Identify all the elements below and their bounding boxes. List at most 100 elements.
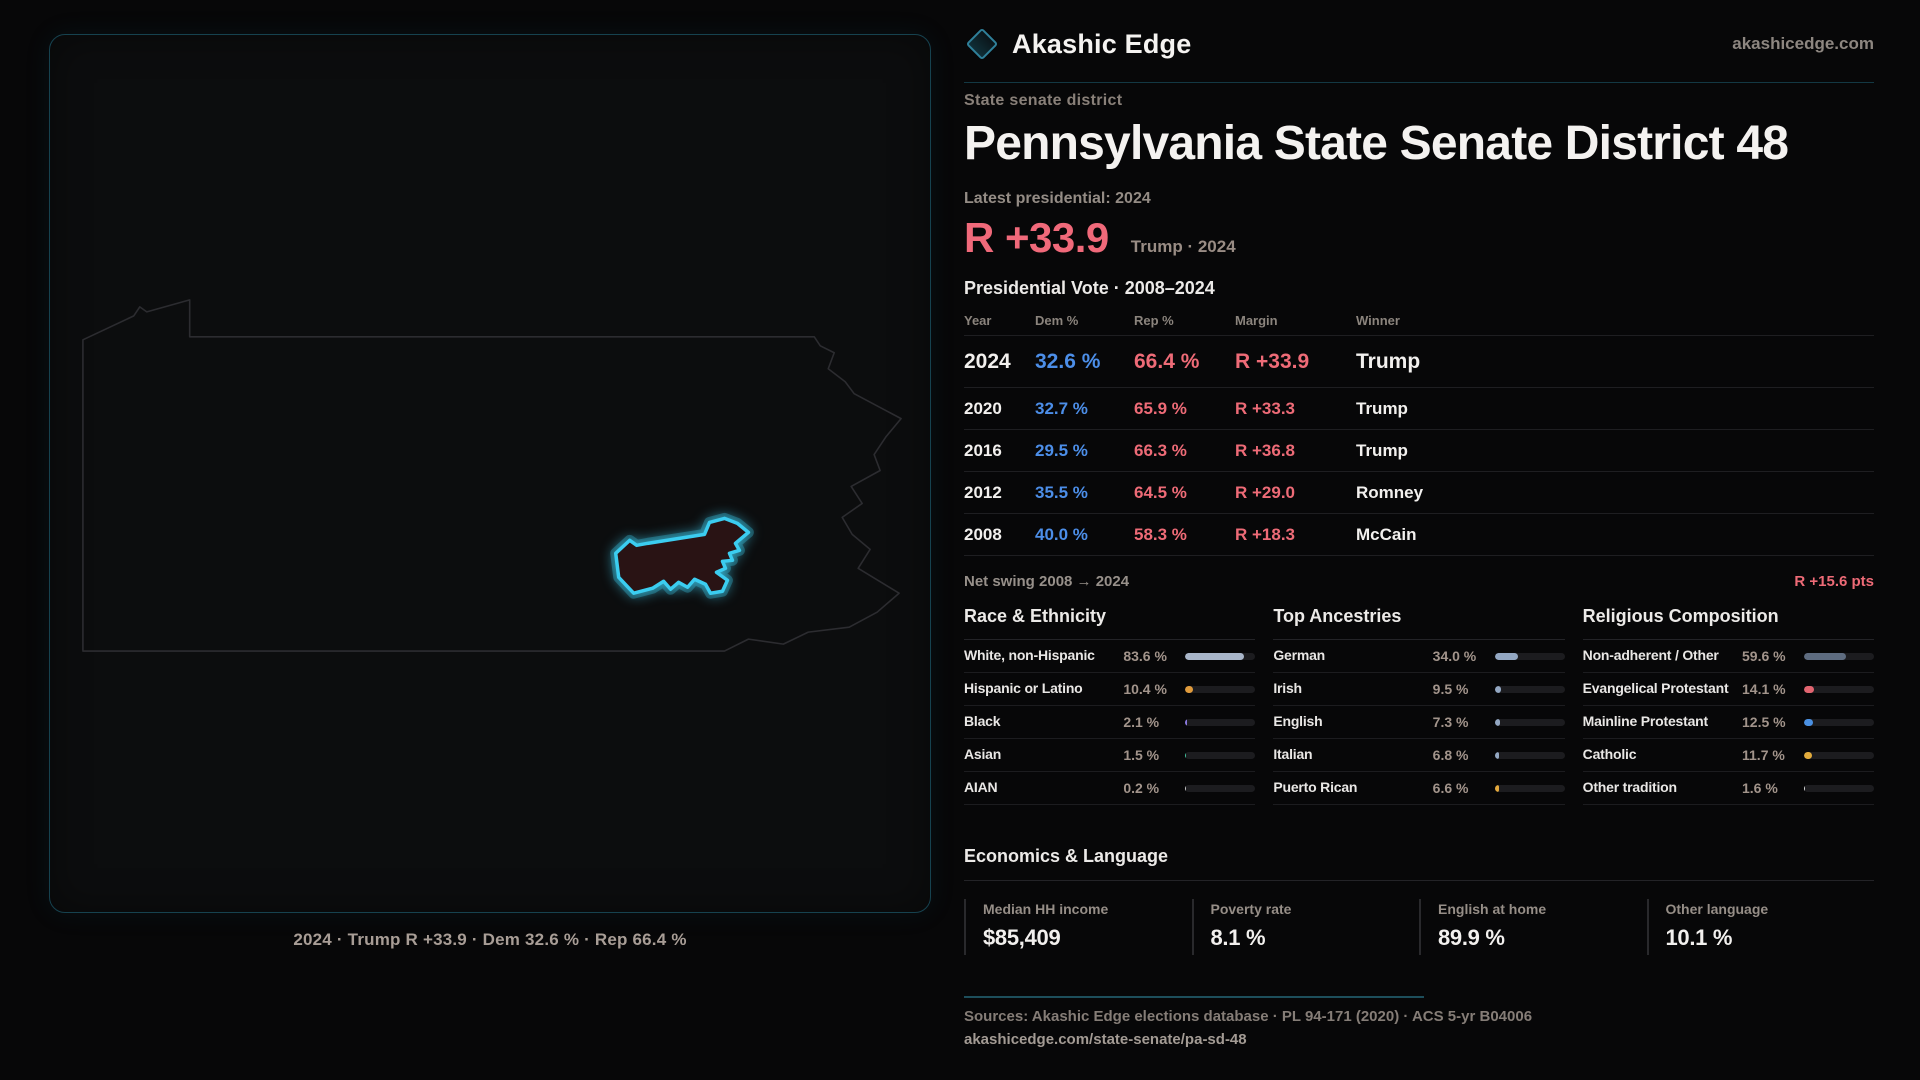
econ-stat-value: 8.1 % [1210, 925, 1266, 950]
footer: Sources: Akashic Edge elections database… [964, 996, 1874, 1048]
vote-margin: R +29.0 [1235, 482, 1296, 502]
religion-label: Catholic [1582, 746, 1637, 763]
presidential-vote-table: Year Dem % Rep % Margin Winner 2024 32.6 % 66.… [964, 306, 1874, 556]
footer-permalink[interactable]: akashicedge.com/state-senate/pa-sd-48 [964, 1031, 1247, 1048]
ancestries-row-1: Irish 9.5 % [1273, 673, 1565, 706]
header-divider [964, 82, 1874, 83]
brand: Akashic Edge [964, 26, 1191, 62]
vote-row-2020: 2020 32.7 % 65.9 % R +33.3 Trump [964, 388, 1874, 430]
page-title: Pennsylvania State Senate District 48 [964, 117, 1789, 170]
vote-rep-share: 65.9 % [1134, 398, 1187, 418]
religion-title: Religious Composition [1582, 606, 1874, 640]
ancestries-bar [1494, 685, 1565, 693]
religion-bar-fill [1804, 685, 1814, 693]
religion-bar [1804, 652, 1874, 660]
state-map-panel [49, 34, 931, 913]
ancestries-value: 6.6 % [1432, 780, 1469, 796]
vote-table-body: 2024 32.6 % 66.4 % R +33.9 Trump 2020 32.7 % 65… [964, 336, 1874, 556]
race-row-0: White, non-Hispanic 83.6 % [964, 640, 1256, 673]
econ-stat-label: Other language [1665, 901, 1769, 917]
race-label: Hispanic or Latino [964, 680, 1083, 697]
demo-col-ancestries: Top Ancestries German 34.0 % Irish 9.5 % Engl… [1273, 606, 1565, 805]
map-caption: 2024 · Trump R +33.9 · Dem 32.6 % · Rep … [293, 930, 687, 949]
vote-margin: R +33.9 [1235, 349, 1310, 373]
religion-label: Other tradition [1582, 779, 1677, 796]
vote-dem-share: 32.7 % [1035, 398, 1088, 418]
race-row-3: Asian 1.5 % [964, 739, 1256, 772]
religion-bar-fill [1804, 784, 1806, 792]
religion-bar-fill [1804, 652, 1846, 660]
pennsylvania-outline [82, 299, 902, 652]
race-title: Race & Ethnicity [964, 606, 1256, 640]
ancestries-row-3: Italian 6.8 % [1273, 739, 1565, 772]
religion-value: 12.5 % [1742, 714, 1786, 730]
pennsylvania-map [82, 299, 902, 652]
ancestries-value: 7.3 % [1432, 714, 1469, 730]
ancestries-row-2: English 7.3 % [1273, 706, 1565, 739]
vote-col-header-1: Dem % [1035, 313, 1079, 328]
vote-col-header-4: Winner [1356, 313, 1400, 328]
headline-margin-row: R +33.9 Trump · 2024 [964, 214, 1236, 262]
econ-stat-0: Median HH income $85,409 [964, 899, 1192, 955]
ancestries-label: Italian [1273, 746, 1313, 763]
econ-stat-value: 10.1 % [1665, 925, 1733, 950]
race-bar-fill [1185, 751, 1187, 759]
religion-row-2: Mainline Protestant 12.5 % [1582, 706, 1874, 739]
vote-year: 2016 [964, 440, 1002, 460]
race-row-2: Black 2.1 % [964, 706, 1256, 739]
kicker-label: State senate district [964, 92, 1123, 109]
race-row-4: AIAN 0.2 % [964, 772, 1256, 805]
religion-label: Evangelical Protestant [1582, 680, 1729, 697]
religion-value: 11.7 % [1742, 747, 1785, 763]
religion-label: Mainline Protestant [1582, 713, 1709, 730]
religion-label: Non-adherent / Other [1582, 647, 1719, 664]
vote-rep-share: 58.3 % [1134, 524, 1187, 544]
ancestries-row-0: German 34.0 % [1273, 640, 1565, 673]
religion-row-3: Catholic 11.7 % [1582, 739, 1874, 772]
vote-winner: Trump [1356, 398, 1408, 418]
vote-margin: R +33.3 [1235, 398, 1296, 418]
race-bar [1185, 652, 1256, 660]
vote-year: 2024 [964, 349, 1011, 373]
district-48-shape[interactable] [613, 516, 751, 595]
vote-col-header-2: Rep % [1134, 313, 1174, 328]
race-bar-fill [1185, 685, 1193, 693]
ancestries-bar-fill [1494, 685, 1502, 693]
net-swing-label: Net swing 2008 → 2024 [964, 573, 1130, 590]
vote-year: 2020 [964, 398, 1002, 418]
race-value: 0.2 % [1123, 780, 1160, 796]
religion-value: 59.6 % [1742, 648, 1786, 664]
vote-dem-share: 29.5 % [1035, 440, 1088, 460]
demo-col-religion: Religious Composition Non-adherent / Othe… [1582, 606, 1874, 805]
vote-row-2008: 2008 40.0 % 58.3 % R +18.3 McCain [964, 514, 1874, 556]
religion-value: 14.1 % [1742, 681, 1786, 697]
ancestries-label: English [1273, 713, 1323, 730]
race-value: 83.6 % [1123, 648, 1167, 664]
econ-stat-label: English at home [1438, 901, 1547, 917]
ancestries-bar-fill [1494, 718, 1500, 726]
vote-dem-share: 32.6 % [1035, 349, 1101, 373]
vote-winner: McCain [1356, 524, 1417, 544]
ancestries-bar [1494, 784, 1565, 792]
religion-bar [1804, 685, 1874, 693]
religion-bar [1804, 751, 1874, 759]
religion-bar [1804, 718, 1874, 726]
brand-name: Akashic Edge [1012, 28, 1192, 59]
footer-divider [964, 996, 1424, 998]
vote-dem-share: 40.0 % [1035, 524, 1088, 544]
ancestries-bar [1494, 751, 1565, 759]
vote-dem-share: 35.5 % [1035, 482, 1088, 502]
vote-col-header-0: Year [964, 313, 992, 328]
race-bar-fill [1185, 652, 1244, 660]
brand-site-link[interactable]: akashicedge.com [1732, 34, 1874, 53]
ancestries-bar [1494, 652, 1565, 660]
race-value: 1.5 % [1123, 747, 1160, 763]
religion-bar [1804, 784, 1874, 792]
ancestries-value: 9.5 % [1432, 681, 1469, 697]
race-row-1: Hispanic or Latino 10.4 % [964, 673, 1256, 706]
vote-table-header: Year Dem % Rep % Margin Winner [964, 306, 1874, 336]
headline-margin-context: Trump · 2024 [1130, 237, 1236, 256]
ancestries-bar-fill [1494, 652, 1519, 660]
ancestries-row-4: Puerto Rican 6.6 % [1273, 772, 1565, 805]
header-bar: Akashic Edge akashicedge.com [964, 26, 1874, 62]
